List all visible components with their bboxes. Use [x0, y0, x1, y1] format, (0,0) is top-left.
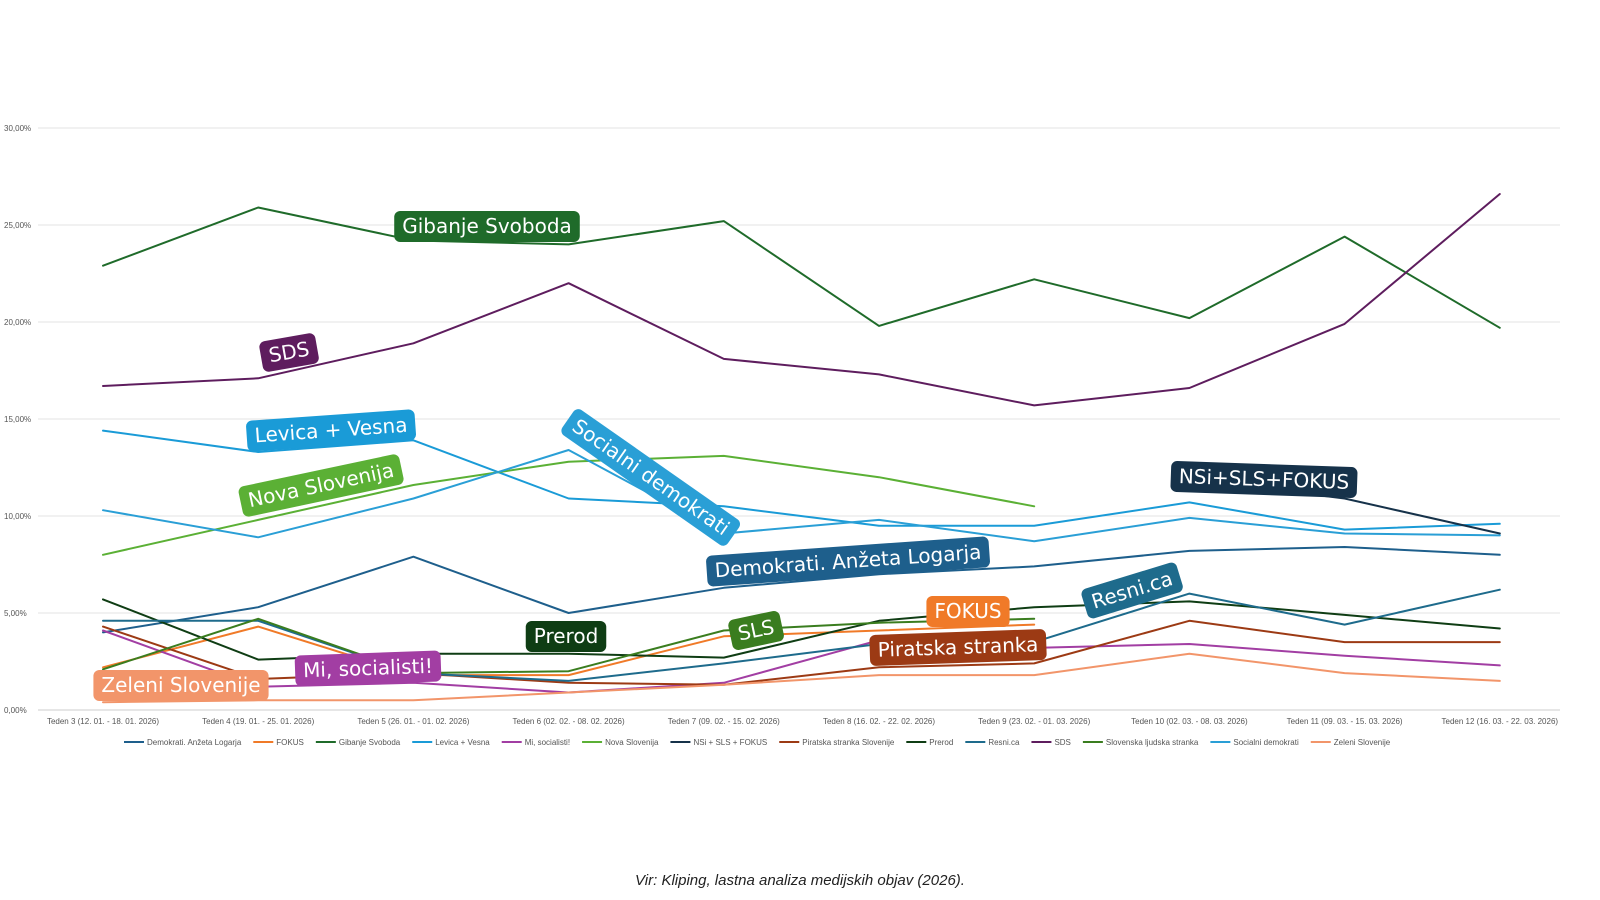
- callout-box: [561, 409, 741, 546]
- series-line-5: [102, 454, 1036, 556]
- series-line-13: [102, 652, 1501, 704]
- callout-text: Gibanje Svoboda: [402, 214, 572, 238]
- y-tick-label: 0,00%: [4, 706, 27, 715]
- y-axis: 0,00% 5,00% 10,00% 15,00% 20,00% 25,00% 30,00%: [4, 124, 31, 715]
- callout-box: [706, 536, 990, 587]
- x-tick-label: Teden 9 (23. 02. - 01. 03. 2026): [978, 717, 1090, 726]
- x-tick-label: Teden 11 (09. 03. - 15. 03. 2026): [1287, 717, 1403, 726]
- callout-text: Zeleni Slovenije: [101, 673, 260, 697]
- y-tick-label: 15,00%: [4, 415, 31, 424]
- legend-label: Levica + Vesna: [435, 738, 490, 747]
- x-tick-label: Teden 12 (16. 03. - 22. 03. 2026): [1442, 717, 1559, 726]
- callout-box: [294, 650, 442, 687]
- callout-3: Nova Slovenija: [238, 454, 404, 517]
- callout-text: Prerod: [534, 624, 599, 648]
- callout-1: SDS: [259, 333, 319, 372]
- x-tick-label: Teden 5 (26. 01. - 01. 02. 2026): [357, 717, 469, 726]
- callout-11: Piratska stranka: [869, 629, 1047, 666]
- legend-label: Zeleni Slovenije: [1334, 738, 1391, 747]
- legend-label: Slovenska ljudska stranka: [1106, 738, 1199, 747]
- series-lines: [102, 193, 1501, 704]
- callout-text: NSi+SLS+FOKUS: [1178, 464, 1349, 494]
- legend: Demokrati. Anžeta Logarja FOKUS Gibanje Sv…: [124, 738, 1391, 747]
- series-line-12: [102, 449, 1501, 543]
- x-tick-label: Teden 10 (02. 03. - 08. 03. 2026): [1131, 717, 1248, 726]
- x-tick-label: Teden 4 (19. 01. - 25. 01. 2026): [202, 717, 314, 726]
- y-tick-label: 25,00%: [4, 221, 31, 230]
- series-line-1: [102, 623, 1036, 677]
- callout-2: Levica + Vesna: [246, 409, 417, 452]
- callout-box: [1081, 562, 1183, 619]
- x-tick-label: Teden 6 (02. 02. - 08. 02. 2026): [513, 717, 625, 726]
- legend-label: Resni.ca: [988, 738, 1020, 747]
- callout-text: Nova Slovenija: [246, 458, 396, 512]
- callout-box: [926, 596, 1010, 627]
- series-line-8: [102, 598, 1501, 661]
- x-tick-label: Teden 7 (09. 02. - 15. 02. 2026): [668, 717, 780, 726]
- callout-text: FOKUS: [934, 599, 1001, 623]
- callout-10: SLS: [728, 610, 784, 650]
- legend-label: SDS: [1054, 738, 1070, 747]
- series-line-11: [102, 617, 1036, 675]
- callout-box: [394, 211, 580, 242]
- callout-text: Piratska stranka: [877, 632, 1038, 662]
- callout-box: [728, 610, 784, 650]
- legend-label: Mi, socialisti!: [525, 738, 570, 747]
- legend-label: Piratska stranka Slovenije: [802, 738, 895, 747]
- callout-box: [246, 409, 417, 452]
- callout-box: [1170, 460, 1358, 499]
- series-line-0: [102, 546, 1501, 634]
- callout-text: Socialni demokrati: [568, 414, 734, 540]
- callout-4: Socialni demokrati: [561, 409, 741, 546]
- callout-5: NSi+SLS+FOKUS: [1170, 460, 1358, 499]
- callout-box: [259, 333, 319, 372]
- callout-text: Mi, socialisti!: [303, 654, 434, 683]
- series-line-2: [102, 206, 1501, 329]
- callout-box: [869, 629, 1047, 666]
- legend-label: Socialni demokrati: [1233, 738, 1299, 747]
- legend-label: Prerod: [929, 738, 953, 747]
- callout-12: Mi, socialisti!: [294, 650, 442, 687]
- series-line-3: [102, 429, 1501, 531]
- y-tick-label: 20,00%: [4, 318, 31, 327]
- legend-label: FOKUS: [276, 738, 304, 747]
- callout-0: Gibanje Svoboda: [394, 211, 580, 242]
- callout-box: [93, 670, 269, 701]
- x-tick-label: Teden 8 (16. 02. - 22. 02. 2026): [823, 717, 935, 726]
- legend-label: Nova Slovenija: [605, 738, 659, 747]
- x-tick-label: Teden 3 (12. 01. - 18. 01. 2026): [47, 717, 159, 726]
- callout-7: FOKUS: [926, 596, 1010, 627]
- callout-6: Demokrati. Anžeta Logarja: [706, 536, 990, 587]
- callout-box: [238, 454, 404, 517]
- callout-box: [525, 621, 607, 652]
- x-axis: Teden 3 (12. 01. - 18. 01. 2026) Teden 4 …: [47, 717, 1558, 726]
- legend-label: Demokrati. Anžeta Logarja: [147, 738, 242, 747]
- callout-9: Prerod: [525, 621, 607, 652]
- y-tick-label: 10,00%: [4, 512, 31, 521]
- y-tick-label: 5,00%: [4, 609, 27, 618]
- legend-label: NSi + SLS + FOKUS: [693, 738, 767, 747]
- callout-13: Zeleni Slovenije: [93, 670, 269, 701]
- series-line-10: [102, 193, 1501, 407]
- y-tick-label: 30,00%: [4, 124, 31, 133]
- legend-label: Gibanje Svoboda: [339, 738, 401, 747]
- source-caption: Vir: Kliping, lastna analiza medijskih o…: [635, 872, 965, 889]
